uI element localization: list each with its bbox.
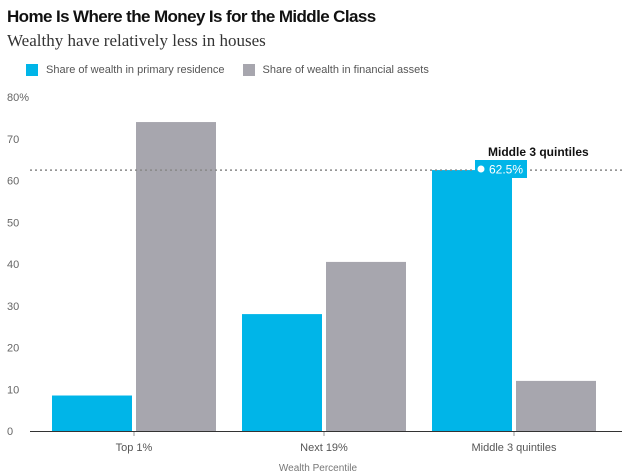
reference-badge — [475, 160, 527, 178]
legend: Share of wealth in primary residence Sha… — [26, 62, 447, 78]
bar-primary-residence — [52, 395, 132, 431]
reference-annotation-label: Middle 3 quintiles — [488, 145, 589, 159]
y-tick-label: 60 — [7, 176, 19, 188]
bar-primary-residence — [242, 314, 322, 431]
legend-swatch-financial-assets — [242, 64, 255, 76]
y-tick-label: 40 — [7, 259, 19, 271]
y-tick-label: 50 — [7, 217, 19, 229]
x-tick-label: Middle 3 quintiles — [472, 442, 557, 454]
legend-item-primary-residence: Share of wealth in primary residence — [26, 64, 225, 76]
legend-swatch-primary-residence — [26, 64, 38, 76]
y-tick-label: 30 — [7, 301, 19, 313]
y-tick-label: 70 — [7, 134, 19, 146]
y-tick-label: 0 — [7, 426, 13, 438]
chart-subtitle: Wealthy have relatively less in houses — [7, 31, 266, 50]
chart-title: Home Is Where the Money Is for the Middl… — [7, 7, 376, 26]
reference-point-marker — [477, 165, 485, 173]
bar-financial-assets — [326, 261, 406, 431]
legend-label-primary-residence: Share of wealth in primary residence — [46, 64, 225, 76]
legend-item-financial-assets: Share of wealth in financial assets — [242, 64, 429, 76]
x-tick-label: Top 1% — [116, 442, 153, 454]
x-tick-label: Next 19% — [300, 442, 348, 454]
y-tick-label: 80% — [7, 92, 29, 104]
bar-financial-assets — [136, 122, 216, 432]
y-tick-label: 20 — [7, 343, 19, 355]
bar-financial-assets — [516, 380, 596, 431]
y-tick-label: 10 — [7, 384, 19, 396]
bar-primary-residence — [432, 170, 512, 431]
reference-badge-label: 62.5% — [489, 163, 523, 177]
x-axis-title: Wealth Percentile — [279, 463, 358, 474]
legend-label-financial-assets: Share of wealth in financial assets — [262, 64, 429, 76]
